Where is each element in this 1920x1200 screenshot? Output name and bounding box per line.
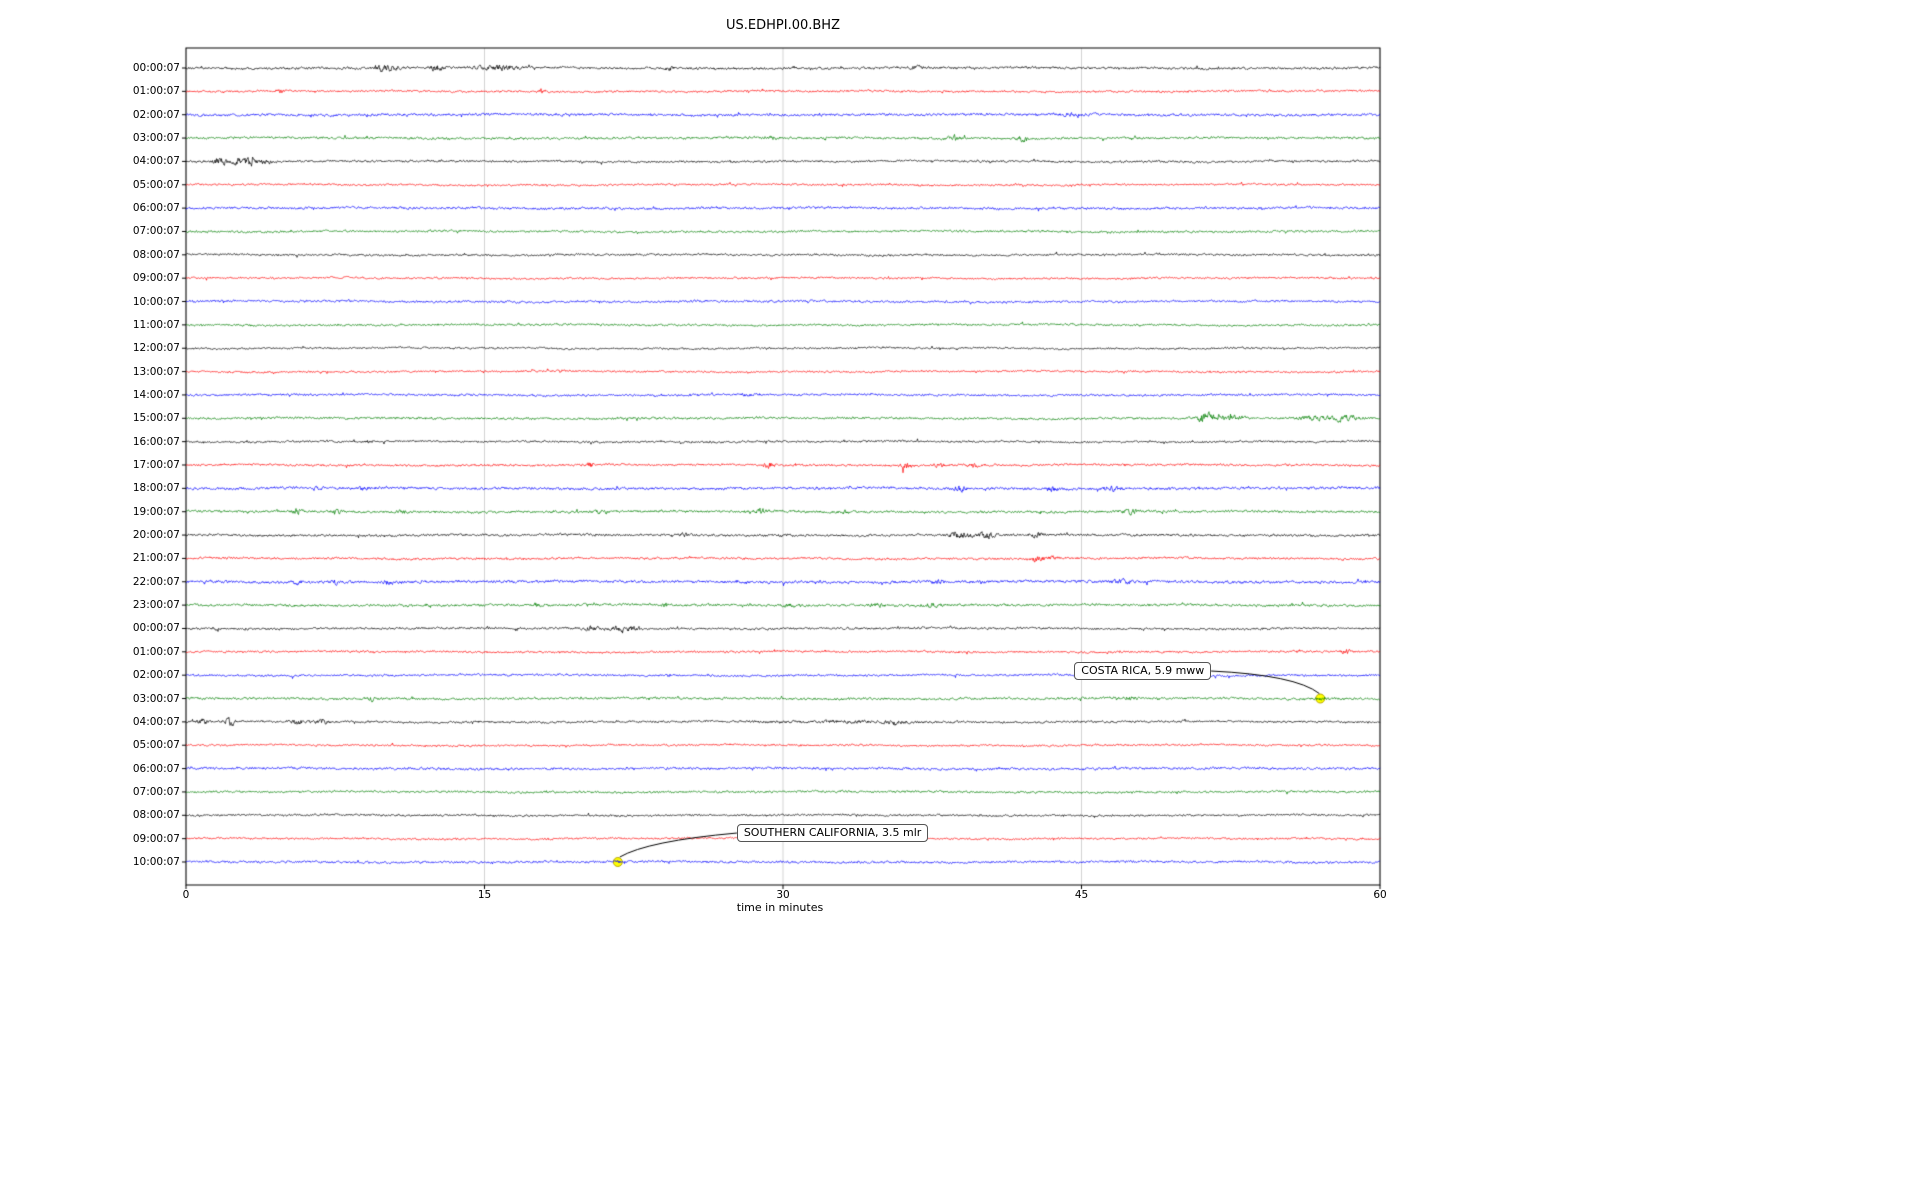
trace-time-label: 03:00:07	[132, 692, 180, 705]
trace-time-label: 06:00:07	[132, 762, 180, 775]
trace-time-label: 11:00:07	[132, 318, 180, 331]
trace-time-label: 02:00:07	[132, 669, 180, 682]
trace-time-label: 18:00:07	[132, 482, 180, 495]
trace-time-label: 02:00:07	[132, 108, 180, 121]
trace-time-label: 03:00:07	[132, 132, 180, 145]
trace-time-label: 07:00:07	[132, 785, 180, 798]
trace-time-label: 20:00:07	[132, 529, 180, 542]
trace-time-label: 16:00:07	[132, 435, 180, 448]
trace-time-label: 21:00:07	[132, 552, 180, 565]
trace-time-label: 04:00:07	[132, 155, 180, 168]
trace-time-label: 15:00:07	[132, 412, 180, 425]
trace-time-label: 09:00:07	[132, 272, 180, 285]
event-annotation-southern-california: SOUTHERN CALIFORNIA, 3.5 mlr	[736, 823, 929, 842]
x-axis-label: time in minutes	[736, 901, 824, 914]
trace-time-label: 12:00:07	[132, 342, 180, 355]
trace-time-label: 01:00:07	[132, 85, 180, 98]
trace-time-label: 07:00:07	[132, 225, 180, 238]
trace-time-label: 00:00:07	[132, 62, 180, 74]
trace-time-label: 05:00:07	[132, 739, 180, 752]
trace-time-label: 10:00:07	[132, 295, 180, 308]
trace-time-label: 19:00:07	[132, 505, 180, 518]
x-tick-label: 15	[477, 889, 492, 901]
trace-time-label: 08:00:07	[132, 809, 180, 822]
trace-time-label: 09:00:07	[132, 832, 180, 845]
event-annotation-costa-rica: COSTA RICA, 5.9 mww	[1074, 661, 1212, 680]
trace-time-label: 05:00:07	[132, 178, 180, 191]
x-tick-label: 45	[1074, 889, 1089, 901]
trace-time-label: 04:00:07	[132, 715, 180, 728]
trace-time-label: 22:00:07	[132, 575, 180, 588]
trace-time-label: 00:00:07	[132, 622, 180, 635]
trace-time-label: 14:00:07	[132, 388, 180, 401]
trace-time-label: 01:00:07	[132, 645, 180, 658]
plot-title: US.EDHPI.00.BHZ	[726, 18, 840, 33]
x-tick-label: 60	[1373, 889, 1387, 901]
x-tick-label: 30	[776, 889, 790, 901]
trace-time-label: 06:00:07	[132, 202, 180, 215]
trace-time-label: 23:00:07	[132, 599, 180, 612]
trace-time-label: 17:00:07	[132, 458, 180, 471]
trace-time-label: 08:00:07	[132, 248, 180, 261]
trace-time-label: 10:00:07	[132, 855, 180, 868]
x-tick-label: 0	[182, 889, 190, 901]
trace-time-label: 13:00:07	[132, 365, 180, 378]
